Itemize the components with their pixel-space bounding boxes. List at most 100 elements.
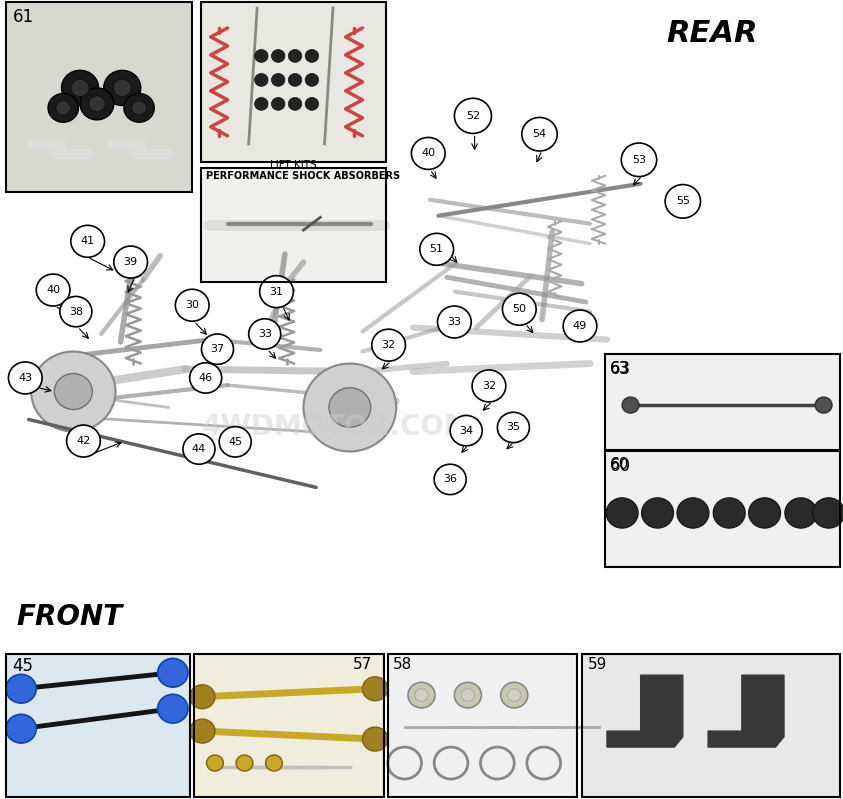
Circle shape: [642, 498, 674, 528]
Text: 51: 51: [430, 244, 443, 254]
Circle shape: [190, 363, 222, 393]
FancyBboxPatch shape: [388, 654, 577, 797]
Text: PERFORMANCE SHOCK ABSORBERS: PERFORMANCE SHOCK ABSORBERS: [206, 171, 400, 181]
Circle shape: [236, 755, 253, 771]
Circle shape: [288, 74, 302, 86]
Text: 46: 46: [199, 373, 212, 383]
Circle shape: [438, 306, 471, 338]
Text: 52: 52: [466, 111, 480, 121]
Circle shape: [60, 296, 92, 327]
Text: FRONT: FRONT: [16, 602, 122, 631]
Circle shape: [255, 50, 268, 62]
Circle shape: [362, 677, 388, 701]
Text: 63: 63: [610, 360, 631, 378]
Circle shape: [450, 415, 482, 446]
Text: 32: 32: [482, 381, 496, 391]
Circle shape: [201, 334, 234, 364]
Circle shape: [815, 397, 832, 413]
Text: 36: 36: [443, 475, 457, 484]
Polygon shape: [708, 675, 784, 747]
Circle shape: [507, 689, 521, 702]
Circle shape: [271, 50, 285, 62]
Text: 37: 37: [211, 344, 224, 354]
Text: 39: 39: [124, 257, 137, 267]
Text: 41: 41: [81, 237, 94, 246]
Text: LIFT KITS: LIFT KITS: [270, 160, 317, 170]
Circle shape: [67, 425, 100, 457]
FancyBboxPatch shape: [194, 654, 384, 797]
Text: 57: 57: [353, 657, 373, 672]
Circle shape: [749, 498, 781, 528]
Circle shape: [104, 70, 141, 105]
Circle shape: [56, 101, 71, 115]
Circle shape: [372, 329, 405, 361]
Circle shape: [207, 755, 223, 771]
Circle shape: [190, 685, 215, 709]
Circle shape: [305, 97, 319, 110]
Circle shape: [114, 246, 148, 278]
Polygon shape: [607, 675, 683, 747]
Text: 31: 31: [270, 287, 283, 296]
Circle shape: [303, 364, 396, 451]
Text: 50: 50: [513, 304, 526, 314]
Circle shape: [89, 96, 105, 112]
Circle shape: [411, 137, 445, 169]
Circle shape: [54, 373, 92, 409]
Circle shape: [158, 658, 188, 687]
Circle shape: [113, 79, 132, 97]
Circle shape: [249, 319, 281, 349]
Text: 49: 49: [573, 321, 587, 331]
Text: 42: 42: [77, 436, 90, 446]
Circle shape: [80, 88, 114, 120]
Circle shape: [454, 682, 481, 708]
Text: 34: 34: [459, 426, 473, 435]
Circle shape: [158, 694, 188, 723]
Circle shape: [415, 689, 428, 702]
Circle shape: [502, 293, 536, 325]
Circle shape: [563, 310, 597, 342]
Text: 33: 33: [258, 329, 271, 339]
FancyBboxPatch shape: [201, 2, 386, 162]
Circle shape: [255, 74, 268, 86]
Circle shape: [461, 689, 475, 702]
Text: 53: 53: [632, 155, 646, 165]
FancyBboxPatch shape: [582, 654, 840, 797]
Circle shape: [255, 97, 268, 110]
Text: 45: 45: [228, 437, 242, 447]
FancyBboxPatch shape: [6, 654, 190, 797]
Circle shape: [266, 755, 282, 771]
Text: 33: 33: [448, 317, 461, 327]
Circle shape: [362, 727, 388, 751]
Text: 35: 35: [507, 423, 520, 432]
Text: 55: 55: [676, 197, 690, 206]
Text: 4WDMOTOR.COM: 4WDMOTOR.COM: [202, 413, 472, 442]
Text: 45: 45: [13, 657, 34, 675]
Circle shape: [288, 97, 302, 110]
Circle shape: [408, 682, 435, 708]
Circle shape: [190, 719, 215, 743]
Circle shape: [175, 289, 209, 321]
Text: 58: 58: [393, 657, 412, 672]
Circle shape: [271, 74, 285, 86]
Text: 44: 44: [192, 444, 206, 454]
Circle shape: [305, 50, 319, 62]
Circle shape: [622, 397, 639, 413]
Circle shape: [71, 225, 105, 257]
Circle shape: [454, 98, 491, 133]
Circle shape: [260, 276, 293, 308]
Text: 63: 63: [610, 361, 630, 376]
Circle shape: [434, 464, 466, 495]
Text: 59: 59: [588, 657, 607, 672]
Circle shape: [665, 185, 701, 218]
Text: 43: 43: [19, 373, 32, 383]
Circle shape: [522, 117, 557, 151]
Text: 60: 60: [610, 457, 631, 475]
Circle shape: [219, 427, 251, 457]
Text: 40: 40: [46, 285, 60, 295]
Circle shape: [124, 93, 154, 122]
FancyBboxPatch shape: [605, 354, 840, 450]
Text: 38: 38: [69, 307, 83, 316]
Circle shape: [813, 498, 843, 528]
FancyBboxPatch shape: [605, 451, 840, 567]
Circle shape: [288, 50, 302, 62]
